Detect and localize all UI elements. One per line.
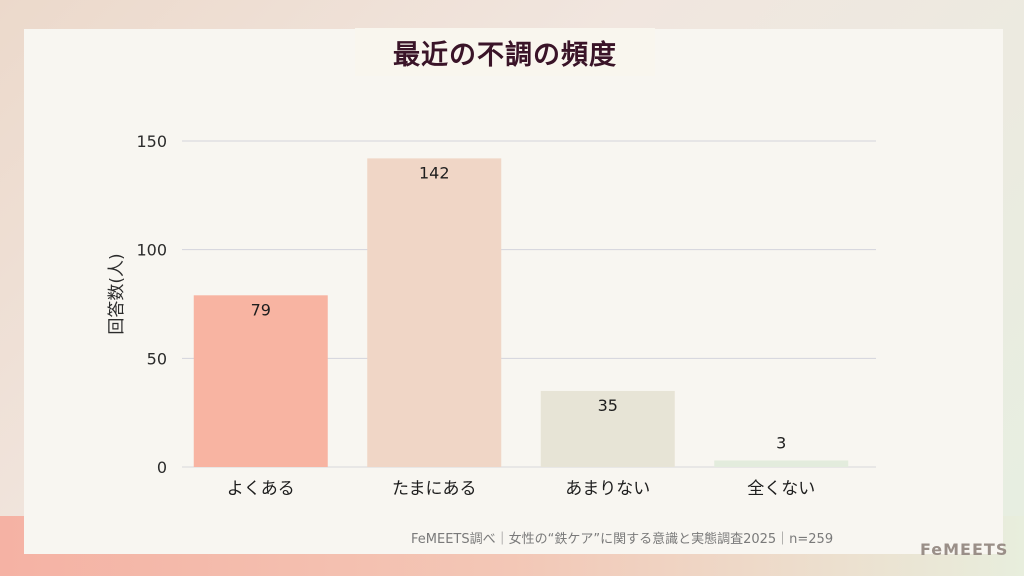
x-tick-label: 全くない (747, 479, 815, 499)
y-tick-label: 150 (136, 132, 167, 151)
y-tick-label: 0 (157, 458, 167, 477)
bar (193, 295, 328, 467)
brand-logo: FeMEETS (920, 540, 1009, 559)
x-tick-label: たまにある (392, 479, 477, 499)
data-label: 35 (598, 396, 618, 415)
chart-title: 最近の不調の頻度 (393, 39, 617, 71)
title-box: 最近の不調の頻度 (355, 28, 655, 76)
bar (714, 460, 849, 467)
y-tick-label: 50 (147, 349, 167, 368)
x-tick-label: よくある (227, 479, 295, 499)
y-axis-label: 回答数(人) (107, 253, 127, 334)
y-tick-label: 100 (136, 241, 167, 260)
data-label: 142 (419, 163, 450, 182)
data-label: 3 (776, 433, 786, 452)
bar (540, 390, 675, 467)
x-tick-label: あまりない (565, 479, 650, 499)
data-label: 79 (251, 300, 271, 319)
source-note: FeMEETS調べ｜女性の“鉄ケア”に関する意識と実態調査2025｜n=259 (411, 532, 834, 547)
bar (367, 158, 502, 468)
